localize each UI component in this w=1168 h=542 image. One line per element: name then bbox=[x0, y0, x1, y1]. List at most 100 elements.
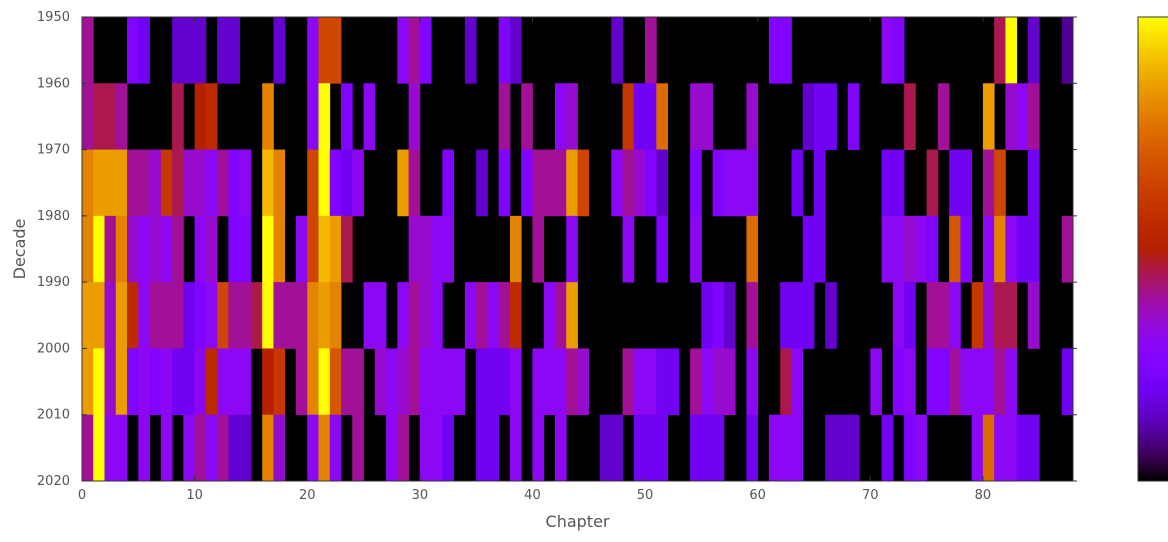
heatmap-cell bbox=[554, 414, 567, 482]
heatmap-cell bbox=[228, 348, 241, 416]
y-tick-label: 1980 bbox=[37, 209, 70, 224]
heatmap-cell bbox=[93, 282, 105, 349]
heatmap-cell bbox=[509, 282, 522, 349]
heatmap-cell bbox=[307, 17, 319, 84]
heatmap-cell bbox=[127, 17, 139, 84]
heatmap-cell bbox=[611, 149, 623, 217]
heatmap-cell bbox=[138, 348, 150, 416]
heatmap-cell bbox=[498, 348, 511, 416]
heatmap-cell bbox=[1005, 348, 1018, 416]
heatmap-cell bbox=[926, 348, 939, 416]
heatmap-cell bbox=[982, 149, 995, 217]
y-tick-label: 2010 bbox=[37, 408, 70, 423]
heatmap-cell bbox=[960, 215, 973, 283]
heatmap-cell bbox=[228, 215, 241, 283]
x-axis-label: Chapter bbox=[546, 512, 610, 531]
heatmap-cell bbox=[295, 282, 308, 349]
heatmap-cell bbox=[611, 17, 623, 84]
heatmap-cell bbox=[690, 215, 702, 283]
heatmap-cell bbox=[982, 414, 995, 482]
heatmap-cell bbox=[543, 149, 556, 217]
heatmap-cell bbox=[183, 149, 196, 217]
heatmap-cell bbox=[329, 149, 342, 217]
heatmap-cell bbox=[622, 83, 635, 150]
heatmap-cell bbox=[656, 149, 668, 217]
heatmap-cell bbox=[386, 414, 398, 482]
y-tick-label: 2020 bbox=[37, 474, 70, 489]
heatmap-cell bbox=[172, 282, 184, 349]
heatmap-cell bbox=[791, 282, 804, 349]
heatmap-cell bbox=[712, 282, 725, 349]
heatmap-cell bbox=[239, 282, 252, 349]
heatmap-cell bbox=[127, 215, 139, 283]
heatmap-cell bbox=[971, 348, 984, 416]
heatmap-cell bbox=[228, 414, 241, 482]
heatmap-cell bbox=[892, 149, 905, 217]
heatmap-cell bbox=[183, 414, 196, 482]
heatmap-cell bbox=[690, 149, 702, 217]
heatmap-cell bbox=[622, 149, 635, 217]
heatmap-cell bbox=[138, 414, 150, 482]
heatmap-cell bbox=[318, 414, 331, 482]
heatmap-cell bbox=[329, 215, 342, 283]
heatmap-cell bbox=[780, 348, 792, 416]
heatmap-cell bbox=[138, 215, 150, 283]
heatmap-cell bbox=[273, 149, 286, 217]
heatmap-cell bbox=[701, 414, 714, 482]
heatmap-cell bbox=[746, 83, 759, 150]
colorbar bbox=[1137, 16, 1168, 482]
heatmap-cell bbox=[104, 215, 117, 283]
heatmap-cell bbox=[82, 83, 94, 150]
heatmap-cell bbox=[194, 348, 207, 416]
heatmap-cell bbox=[419, 414, 432, 482]
heatmap-cell bbox=[633, 414, 646, 482]
heatmap-cell bbox=[318, 282, 331, 349]
heatmap-cell bbox=[318, 17, 331, 84]
heatmap-cell bbox=[408, 149, 421, 217]
heatmap-cell bbox=[645, 414, 657, 482]
y-tick-label: 1990 bbox=[37, 275, 70, 290]
heatmap-cell bbox=[622, 215, 635, 283]
heatmap-cell bbox=[847, 83, 860, 150]
heatmap-cell bbox=[1016, 414, 1029, 482]
heatmap-cell bbox=[318, 149, 331, 217]
heatmap-cell bbox=[791, 149, 804, 217]
heatmap-cell bbox=[82, 282, 94, 349]
x-tick-label: 0 bbox=[78, 488, 86, 503]
heatmap-cell bbox=[115, 215, 128, 283]
heatmap-cell bbox=[183, 348, 196, 416]
heatmap-cell bbox=[115, 282, 128, 349]
heatmap-cell bbox=[780, 282, 792, 349]
heatmap-cell bbox=[690, 414, 702, 482]
heatmap-cell bbox=[397, 414, 409, 482]
heatmap-cell bbox=[994, 17, 1006, 84]
heatmap-cell bbox=[735, 149, 747, 217]
heatmap-cell bbox=[307, 414, 319, 482]
heatmap-cell bbox=[509, 348, 522, 416]
heatmap-cell bbox=[228, 282, 241, 349]
heatmap-cell bbox=[780, 17, 792, 84]
heatmap-cell bbox=[307, 149, 319, 217]
heatmap-cell bbox=[149, 215, 162, 283]
heatmap-cell bbox=[273, 17, 286, 84]
heatmap-cell bbox=[926, 215, 939, 283]
heatmap-cell bbox=[825, 282, 837, 349]
heatmap-cell bbox=[295, 215, 308, 283]
heatmap-cell bbox=[656, 83, 668, 150]
heatmap-cell bbox=[566, 215, 578, 283]
heatmap-cell bbox=[408, 215, 421, 283]
heatmap-cell bbox=[802, 282, 815, 349]
heatmap-cell bbox=[746, 215, 759, 283]
heatmap-cell bbox=[870, 348, 882, 416]
heatmap-cell bbox=[476, 348, 488, 416]
heatmap-cell bbox=[262, 215, 274, 283]
heatmap-cell bbox=[149, 282, 162, 349]
heatmap-cell bbox=[1061, 215, 1074, 283]
heatmap-cell bbox=[82, 215, 94, 283]
heatmap-cell bbox=[341, 149, 353, 217]
heatmap-cell bbox=[994, 414, 1006, 482]
heatmap-cell bbox=[982, 83, 995, 150]
heatmap-cell bbox=[172, 17, 184, 84]
heatmap-cells bbox=[82, 17, 1074, 482]
heatmap-cell bbox=[442, 149, 455, 217]
